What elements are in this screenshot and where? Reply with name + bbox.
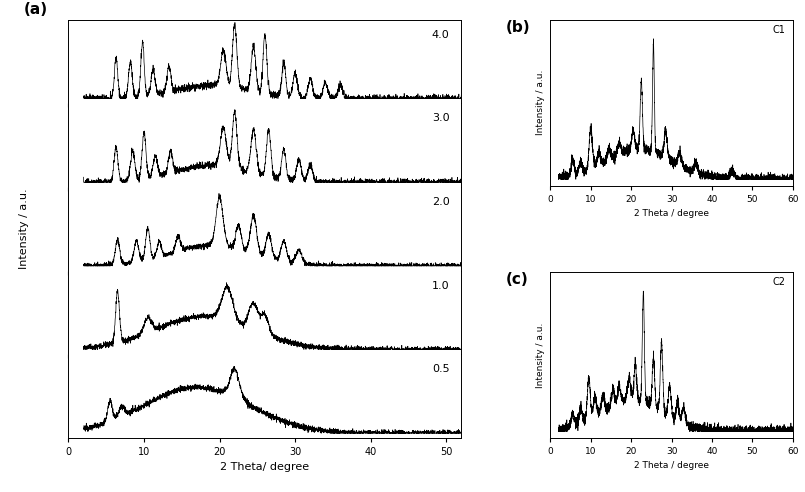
Text: 2.0: 2.0 (431, 197, 450, 207)
X-axis label: 2 Theta / degree: 2 Theta / degree (634, 461, 709, 470)
Text: 1.0: 1.0 (432, 280, 450, 291)
Text: Intensity / a.u.: Intensity / a.u. (19, 188, 29, 269)
X-axis label: 2 Theta / degree: 2 Theta / degree (634, 209, 709, 218)
Text: (b): (b) (506, 20, 530, 34)
Text: C2: C2 (773, 277, 786, 287)
X-axis label: 2 Theta/ degree: 2 Theta/ degree (221, 462, 309, 472)
Y-axis label: Intensity / a.u.: Intensity / a.u. (536, 322, 545, 388)
Y-axis label: Intensity / a.u.: Intensity / a.u. (536, 70, 545, 135)
Text: 0.5: 0.5 (432, 364, 450, 374)
Text: (c): (c) (506, 272, 529, 287)
Text: C1: C1 (773, 25, 786, 34)
Text: 4.0: 4.0 (431, 30, 450, 40)
Text: (a): (a) (24, 2, 48, 17)
Text: 3.0: 3.0 (432, 113, 450, 123)
